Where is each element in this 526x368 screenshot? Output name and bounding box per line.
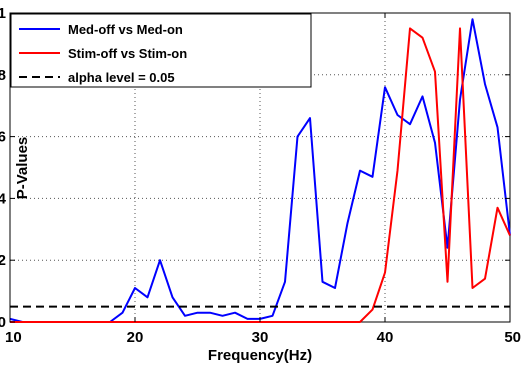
x-axis-label: Frequency(Hz) (208, 347, 312, 364)
legend-label-2: Stim-off vs Stim-on (68, 46, 187, 61)
legend-label-3: alpha level = 0.05 (68, 70, 175, 85)
y-tick-label: 0.8 (0, 67, 6, 84)
legend-label-1: Med-off vs Med-on (68, 22, 183, 37)
legend-box (10, 13, 312, 88)
y-axis-label: P-Values (14, 137, 31, 200)
y-tick-label: 0 (0, 314, 6, 331)
y-tick-label: 1 (0, 5, 6, 22)
x-tick-label: 50 (504, 329, 521, 346)
axis-ticks: 10 20 30 40 50 0 0.2 0.4 0.6 0.8 1 (0, 5, 521, 346)
grid-lines (10, 13, 510, 322)
x-tick-label: 40 (377, 329, 394, 346)
legend: Med-off vs Med-on Stim-off vs Stim-on alph… (10, 13, 312, 88)
y-tick-label: 0.4 (0, 190, 7, 207)
x-tick-label: 10 (5, 329, 22, 346)
x-tick-label: 30 (252, 329, 269, 346)
y-tick-label: 0.2 (0, 252, 6, 269)
x-tick-label: 20 (127, 329, 144, 346)
y-tick-label: 0.6 (0, 129, 6, 146)
